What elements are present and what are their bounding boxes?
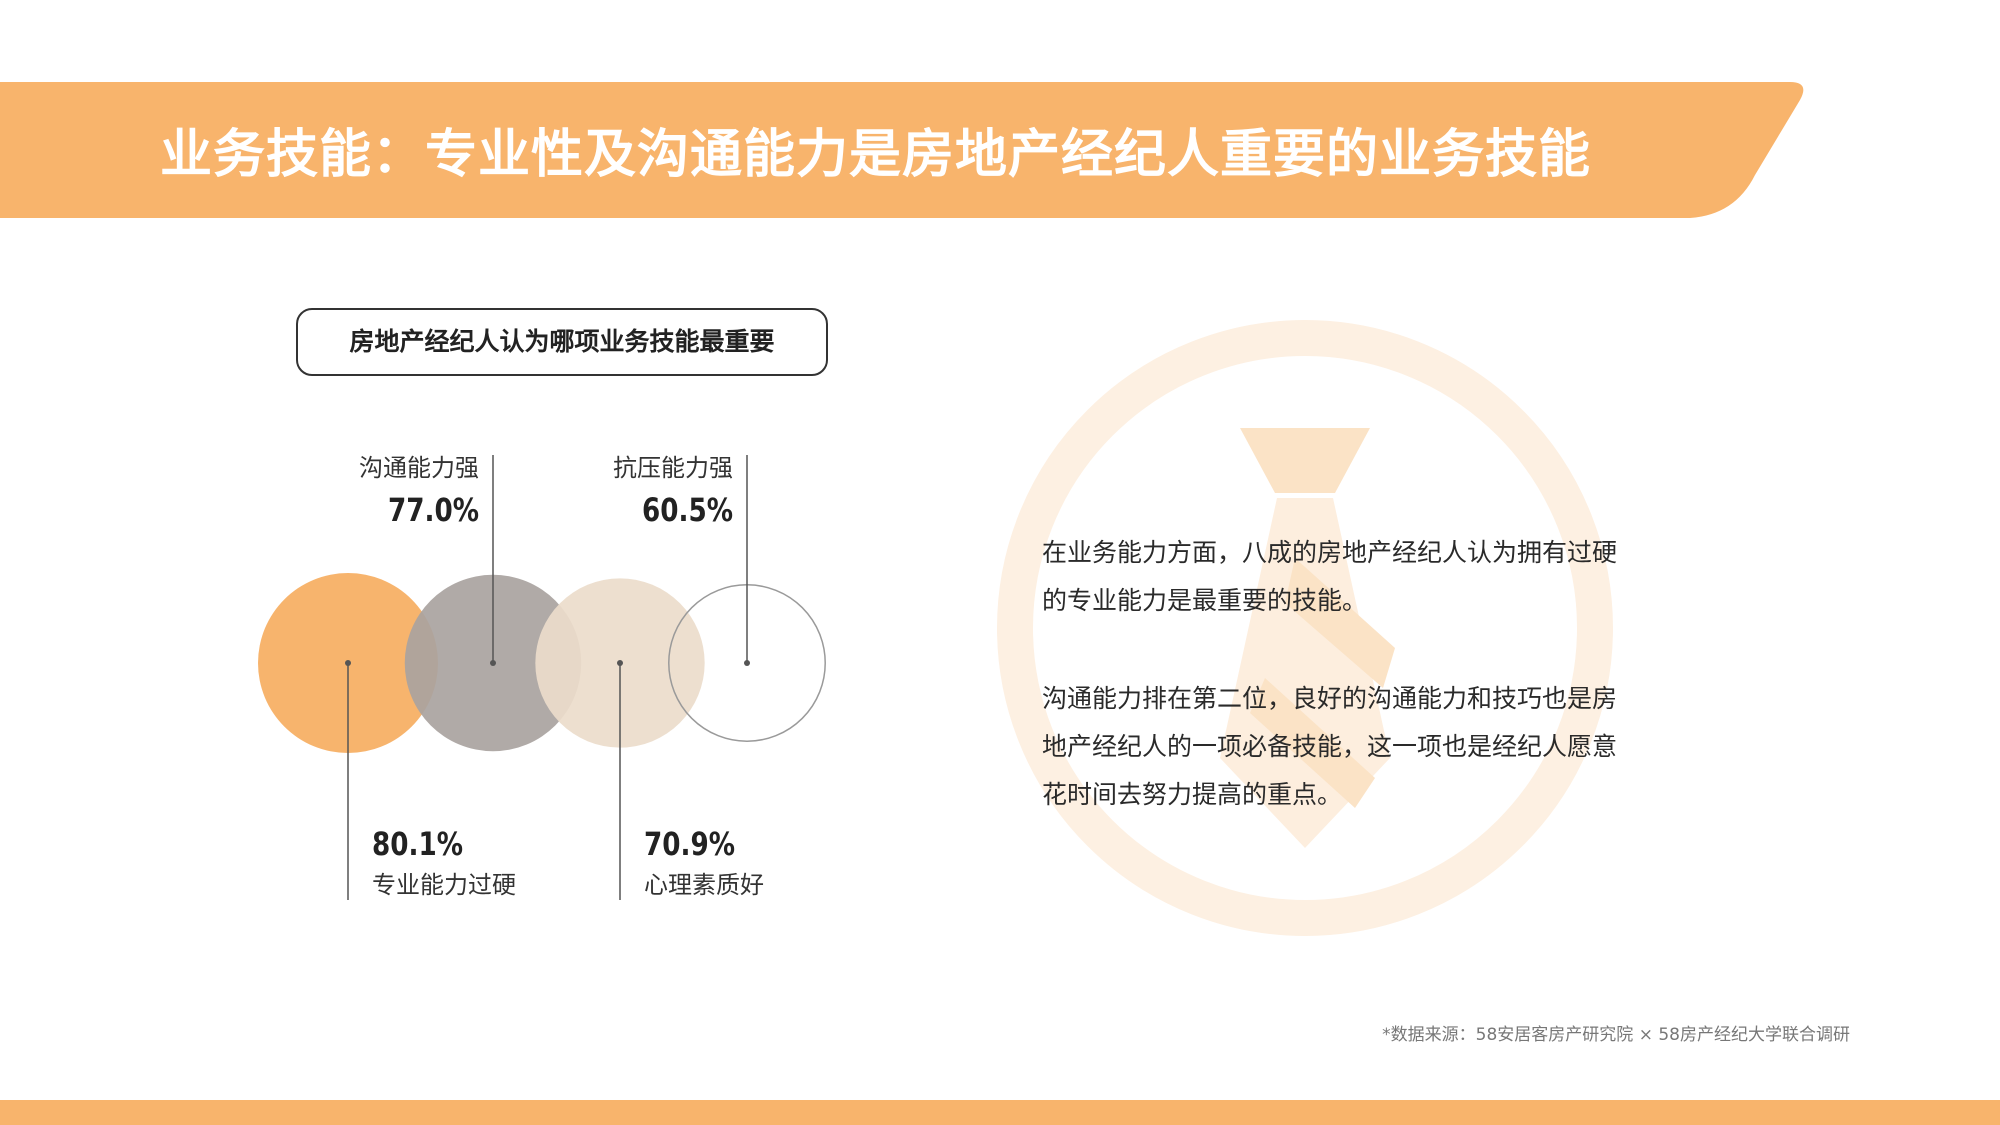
series-label-3: 心理素质好	[644, 871, 764, 899]
leader-dot-3	[617, 660, 623, 666]
header-banner	[0, 82, 1804, 218]
series-value-1: 80.1%	[372, 825, 463, 862]
paragraph-professional-skill: 在业务能力方面，八成的房地产经纪人认为拥有过硬的专业能力是最重要的技能。	[1042, 538, 1618, 615]
series-label-4: 抗压能力强	[613, 454, 733, 482]
paragraph-communication-skill: 沟通能力排在第二位，良好的沟通能力和技巧也是房地产经纪人的一项必备技能，这一项也…	[1042, 684, 1618, 809]
series-value-2: 77.0%	[388, 491, 479, 528]
series-value-3: 70.9%	[644, 825, 735, 862]
data-source-note: *数据来源：58安居客房产研究院 × 58房产经纪大学联合调研	[1382, 1025, 1850, 1045]
tie-icon	[997, 320, 1613, 936]
chart-title-box: 房地产经纪人认为哪项业务技能最重要	[296, 308, 828, 376]
series-value-4: 60.5%	[642, 491, 733, 528]
leader-dot-4	[744, 660, 750, 666]
chart-title: 房地产经纪人认为哪项业务技能最重要	[349, 327, 775, 356]
leader-dot-1	[345, 660, 351, 666]
series-label-2: 沟通能力强	[359, 454, 479, 482]
bottom-accent-bar	[0, 1100, 2000, 1125]
leader-dot-2	[490, 660, 496, 666]
series-label-1: 专业能力过硬	[372, 871, 516, 899]
page-title: 业务技能：专业性及沟通能力是房地产经纪人重要的业务技能	[160, 125, 1592, 185]
